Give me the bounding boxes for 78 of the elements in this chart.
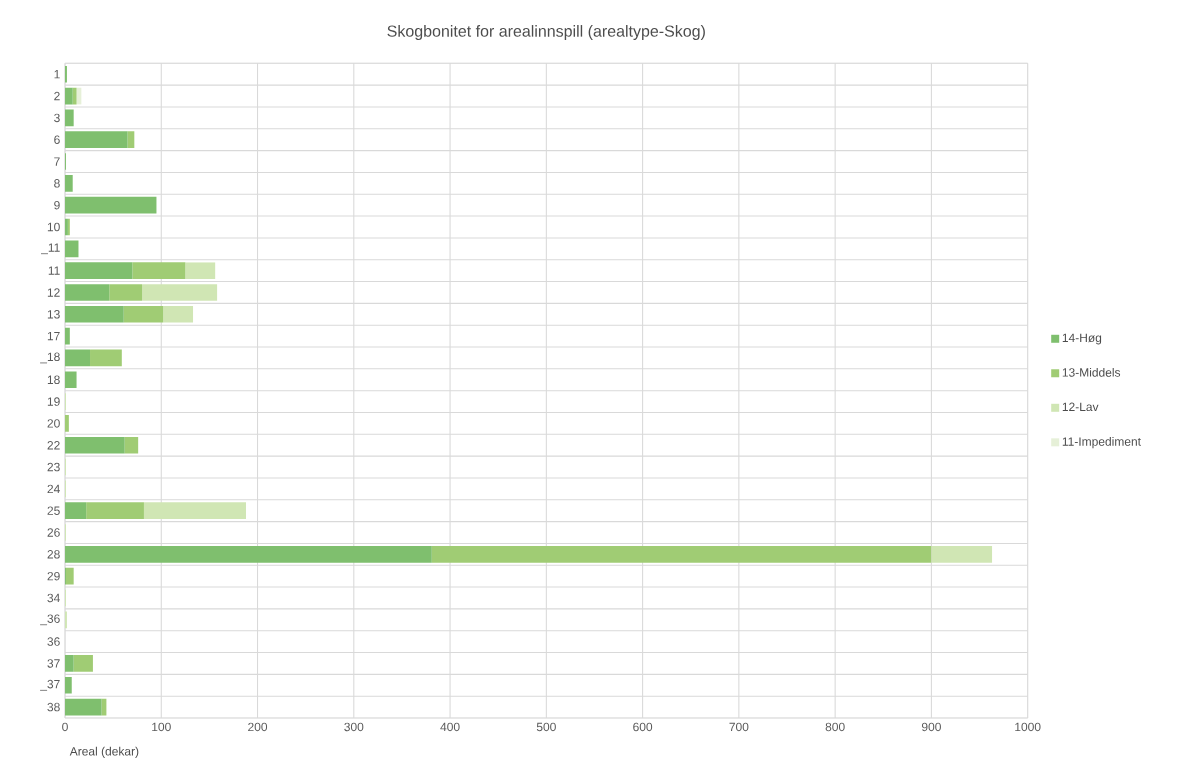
bar xyxy=(65,175,73,192)
x-tick-label: 1000 xyxy=(1015,722,1041,732)
y-tick-label: 38 xyxy=(47,702,60,712)
y-tick-label: 6 xyxy=(54,135,60,144)
bar xyxy=(65,349,91,367)
bar xyxy=(65,131,128,149)
y-tick-label: 11 xyxy=(48,266,60,275)
bar xyxy=(931,545,993,563)
y-tick-label: 12 xyxy=(47,288,60,297)
bar xyxy=(132,262,186,279)
y-tick-label: 20 xyxy=(47,419,60,428)
bar xyxy=(73,655,93,672)
bar xyxy=(65,698,102,716)
x-tick-label: 500 xyxy=(536,722,556,732)
bar xyxy=(65,371,77,389)
bar xyxy=(65,502,87,520)
x-tick-label: 800 xyxy=(825,722,845,732)
legend-label: 11-Impediment xyxy=(1062,436,1141,449)
bar xyxy=(142,284,218,301)
bar xyxy=(124,436,139,454)
y-tick-label: 28 xyxy=(47,550,60,559)
y-tick-label: _37 xyxy=(40,679,60,691)
bar xyxy=(65,262,133,279)
bar xyxy=(431,545,932,563)
bar xyxy=(65,545,432,563)
y-tick-label: _11 xyxy=(40,243,60,255)
bar xyxy=(123,305,164,323)
y-tick-label: 36 xyxy=(47,637,60,646)
bar xyxy=(65,436,125,454)
y-tick-label: 29 xyxy=(47,571,60,581)
y-tick-label: 13 xyxy=(47,310,60,319)
bar xyxy=(185,262,216,279)
bar xyxy=(86,502,144,520)
x-tick-label: 300 xyxy=(344,722,364,732)
y-tick-label: 24 xyxy=(47,484,60,494)
x-tick-label: 600 xyxy=(633,722,653,732)
y-tick-label: 1 xyxy=(54,70,60,79)
y-tick-label: 34 xyxy=(47,593,60,603)
bar xyxy=(65,567,74,585)
bar xyxy=(127,131,135,149)
chart-title: Skogbonitet for arealinnspill (arealtype-Skog) xyxy=(387,25,705,40)
x-tick-label: 100 xyxy=(152,722,171,732)
y-tick-label: 18 xyxy=(47,375,60,385)
legend-label: 13-Middels xyxy=(1062,367,1121,377)
bar xyxy=(65,240,79,258)
bar xyxy=(65,196,157,214)
x-tick-label: 200 xyxy=(248,722,268,732)
bar xyxy=(72,87,77,105)
x-tick-label: 900 xyxy=(921,722,941,732)
y-tick-label: 8 xyxy=(54,179,60,188)
bar xyxy=(143,502,246,520)
y-tick-label: 10 xyxy=(47,222,60,232)
y-tick-label: 37 xyxy=(47,659,60,668)
bar xyxy=(163,305,194,323)
y-tick-label: _18 xyxy=(40,352,60,364)
y-tick-label: 23 xyxy=(47,462,60,472)
y-tick-label: 2 xyxy=(54,91,60,101)
y-tick-label: 3 xyxy=(54,113,60,123)
y-tick-label: 9 xyxy=(54,200,60,210)
bar xyxy=(109,284,143,301)
bar xyxy=(90,349,122,367)
bar xyxy=(65,655,74,672)
legend-label: 14-Høg xyxy=(1062,333,1102,345)
legend-label: 12-Lav xyxy=(1062,402,1099,412)
y-tick-label: 26 xyxy=(47,528,60,537)
y-tick-label: 7 xyxy=(54,157,60,166)
y-tick-label: 19 xyxy=(47,397,60,406)
x-tick-label: 700 xyxy=(729,722,749,732)
x-tick-label: 400 xyxy=(440,722,460,732)
y-tick-label: 22 xyxy=(47,441,60,450)
bar xyxy=(65,676,72,694)
x-axis-title: Areal (dekar) xyxy=(69,746,139,758)
y-tick-label: _36 xyxy=(40,614,60,626)
y-tick-label: 17 xyxy=(47,331,60,341)
bar xyxy=(65,284,110,301)
x-tick-label: 0 xyxy=(62,722,68,732)
bar xyxy=(65,305,124,323)
y-tick-label: 25 xyxy=(47,506,60,515)
